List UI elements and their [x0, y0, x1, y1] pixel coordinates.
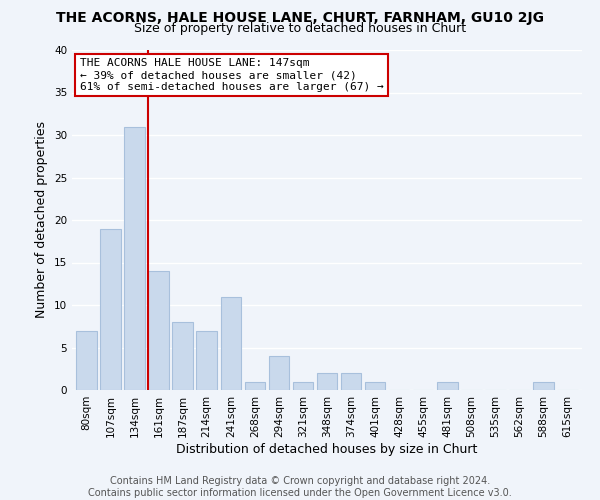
Text: Size of property relative to detached houses in Churt: Size of property relative to detached ho… [134, 22, 466, 35]
Bar [293, 382, 313, 390]
Bar [76, 330, 97, 390]
Bar [269, 356, 289, 390]
Bar [245, 382, 265, 390]
Bar [341, 373, 361, 390]
Bar [172, 322, 193, 390]
Bar [317, 373, 337, 390]
Bar [365, 382, 385, 390]
X-axis label: Distribution of detached houses by size in Churt: Distribution of detached houses by size … [176, 442, 478, 456]
Y-axis label: Number of detached properties: Number of detached properties [35, 122, 49, 318]
Bar [124, 126, 145, 390]
Text: THE ACORNS, HALE HOUSE LANE, CHURT, FARNHAM, GU10 2JG: THE ACORNS, HALE HOUSE LANE, CHURT, FARN… [56, 11, 544, 25]
Bar [533, 382, 554, 390]
Bar [196, 330, 217, 390]
Text: THE ACORNS HALE HOUSE LANE: 147sqm
← 39% of detached houses are smaller (42)
61%: THE ACORNS HALE HOUSE LANE: 147sqm ← 39%… [80, 58, 383, 92]
Text: Contains HM Land Registry data © Crown copyright and database right 2024.
Contai: Contains HM Land Registry data © Crown c… [88, 476, 512, 498]
Bar [221, 296, 241, 390]
Bar [100, 228, 121, 390]
Bar [148, 271, 169, 390]
Bar [437, 382, 458, 390]
